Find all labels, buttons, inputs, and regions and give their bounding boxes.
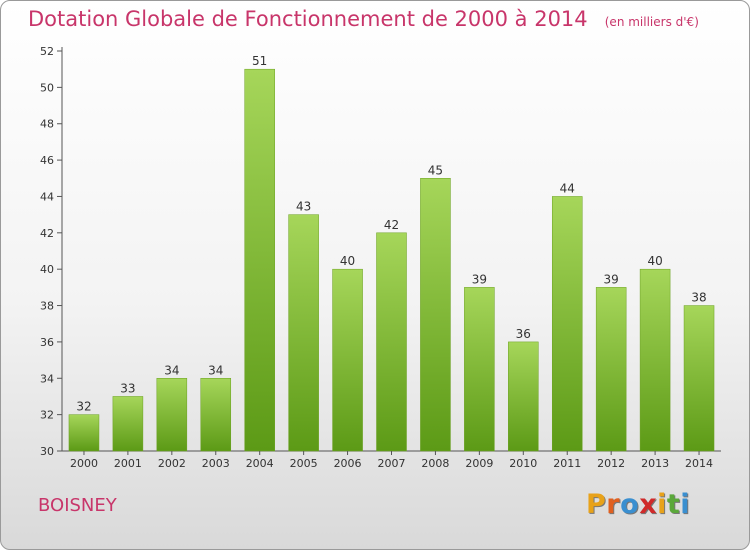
bar-value-label: 40 [340, 254, 355, 268]
bar [420, 178, 451, 452]
y-tick-label: 46 [40, 154, 54, 167]
bar [244, 68, 275, 452]
bar-value-label: 51 [252, 54, 267, 68]
logo-letter: i [657, 489, 667, 520]
y-tick-label: 38 [40, 300, 54, 313]
logo-letter: t [666, 489, 681, 520]
bar-value-label: 45 [428, 163, 443, 177]
commune-name: BOISNEY [38, 495, 117, 516]
x-tick-label: 2009 [465, 457, 493, 470]
x-tick-label: 2005 [290, 457, 318, 470]
bar [376, 232, 407, 452]
y-tick-label: 50 [40, 81, 54, 94]
bar [112, 396, 144, 452]
x-tick-label: 2010 [509, 457, 537, 470]
x-tick-label: 2013 [641, 457, 669, 470]
bar-value-label: 40 [647, 254, 662, 268]
y-tick-label: 32 [40, 409, 54, 422]
chart-title-main: Dotation Globale de Fonctionnement de 20… [28, 7, 588, 31]
bar [595, 287, 627, 452]
bar-value-label: 43 [296, 200, 311, 214]
x-tick-label: 2004 [246, 457, 274, 470]
bar [508, 341, 539, 452]
logo-letter: o [620, 489, 640, 520]
y-tick-label: 48 [40, 118, 54, 131]
bar-value-label: 38 [691, 291, 706, 305]
bar [639, 268, 671, 452]
x-tick-label: 2006 [334, 457, 362, 470]
y-tick-label: 44 [40, 190, 54, 203]
logo-letter: P [586, 489, 607, 520]
chart-title: Dotation Globale de Fonctionnement de 20… [28, 7, 699, 31]
bar [464, 287, 495, 452]
bar [200, 378, 232, 452]
bar [332, 268, 363, 452]
chart-title-unit: (en milliers d'€) [604, 15, 699, 29]
y-tick-label: 34 [40, 372, 54, 385]
bar [683, 305, 715, 452]
bar-value-label: 36 [516, 327, 531, 341]
bar-value-label: 44 [560, 181, 575, 195]
x-tick-label: 2012 [597, 457, 625, 470]
proxiti-logo: Proxiti [586, 489, 690, 520]
bar-value-label: 42 [384, 218, 399, 232]
bar-value-label: 39 [604, 272, 619, 286]
logo-letter: x [639, 489, 658, 520]
bar [288, 214, 319, 452]
y-tick-label: 40 [40, 263, 54, 276]
y-tick-label: 30 [40, 445, 54, 458]
bar-value-label: 33 [120, 381, 135, 395]
y-tick-label: 52 [40, 45, 54, 58]
bar-value-label: 32 [76, 400, 91, 414]
bar-value-label: 34 [208, 363, 223, 377]
x-tick-label: 2001 [114, 457, 142, 470]
x-tick-label: 2007 [378, 457, 406, 470]
y-tick-label: 36 [40, 336, 54, 349]
bar-value-label: 39 [472, 272, 487, 286]
x-tick-label: 2014 [685, 457, 713, 470]
x-tick-label: 2003 [202, 457, 230, 470]
logo-letter: i [680, 489, 691, 520]
x-tick-label: 2002 [158, 457, 186, 470]
logo-letter: r [606, 489, 621, 520]
bar [68, 414, 100, 452]
y-tick-label: 42 [40, 227, 54, 240]
bar [156, 378, 188, 452]
x-tick-label: 2011 [553, 457, 581, 470]
x-tick-label: 2008 [421, 457, 449, 470]
x-tick-label: 2000 [70, 457, 98, 470]
bar [551, 196, 583, 452]
bar-value-label: 34 [164, 363, 179, 377]
